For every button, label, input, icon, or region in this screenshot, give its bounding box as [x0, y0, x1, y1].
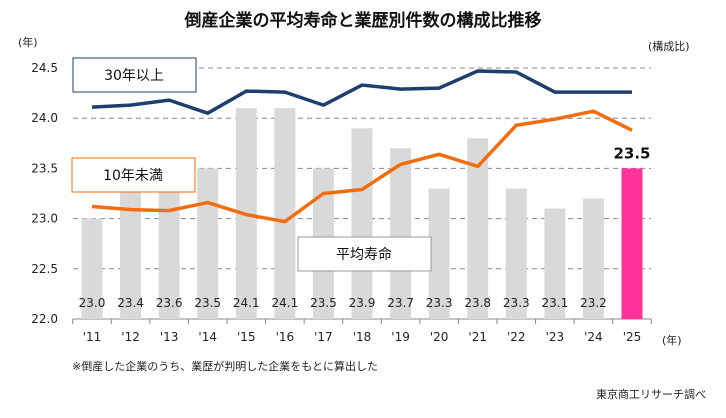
x-tick-label: '15 — [237, 330, 256, 344]
x-tick-label: '19 — [391, 330, 410, 344]
bar — [274, 108, 296, 319]
legend-box-10yr — [71, 157, 196, 193]
y-tick-label: 23.5 — [31, 161, 58, 175]
y-tick-label: 22.5 — [31, 262, 58, 276]
source: 東京商工リサーチ調べ — [596, 387, 706, 401]
chart-title: 倒産企業の平均寿命と業歴別件数の構成比推移 — [184, 10, 542, 31]
x-tick-label: '18 — [353, 330, 372, 344]
bar-value-label: 23.3 — [503, 296, 530, 310]
bar-value-label: 23.9 — [349, 296, 376, 310]
bar — [505, 188, 527, 319]
legend-box-30yr — [72, 57, 197, 93]
legend-label-30yr: 30年以上 — [104, 68, 164, 84]
footnote: ※倒産した企業のうち、業歴が判明した企業をもとに算出した — [72, 359, 378, 373]
line-10yr — [91, 109, 633, 224]
x-tick-label: '13 — [160, 330, 179, 344]
y-axis-unit: (年) — [18, 35, 38, 49]
bar-value-label: 23.2 — [580, 296, 607, 310]
bar-value-label: 23.5 — [194, 296, 221, 310]
y2-axis-unit: (構成比) — [648, 40, 690, 53]
bar — [544, 208, 566, 319]
bar — [621, 168, 643, 319]
bar — [467, 138, 489, 319]
y-tick-label: 23.0 — [31, 212, 58, 226]
x-tick-label: '17 — [314, 330, 333, 344]
bar — [582, 198, 604, 319]
bar-value-label: 23.7 — [387, 296, 414, 310]
x-tick-label: '25 — [623, 330, 642, 344]
x-tick-label: '23 — [546, 330, 565, 344]
x-tick-label: '20 — [430, 330, 449, 344]
bar — [428, 188, 450, 319]
x-tick-label: '14 — [198, 330, 217, 344]
legend-label-avg: 平均寿命 — [336, 246, 392, 263]
legend-box-avg — [297, 236, 432, 272]
bar — [390, 148, 412, 319]
y-tick-label: 24.0 — [31, 111, 58, 125]
bar-value-label: 23.0 — [79, 296, 106, 310]
legend-label-10yr: 10年未満 — [103, 168, 163, 184]
bar-value-label: 23.6 — [156, 296, 183, 310]
bar-value-label: 24.1 — [233, 296, 260, 310]
bar — [81, 218, 103, 319]
bar — [197, 168, 219, 319]
bar — [158, 158, 180, 319]
x-tick-label: '24 — [584, 330, 603, 344]
x-tick-label: '21 — [468, 330, 487, 344]
bar-value-label: 23.4 — [117, 296, 144, 310]
x-tick-label: '12 — [121, 330, 140, 344]
x-tick-label: '11 — [83, 330, 102, 344]
bar — [120, 178, 142, 319]
x-axis-unit: (年) — [662, 333, 682, 347]
bar — [351, 128, 373, 319]
x-tick-label: '22 — [507, 330, 526, 344]
bar-value-label: 23.5 — [310, 296, 337, 310]
bar-value-label: 23.5 — [613, 144, 650, 162]
bar-value-label: 23.1 — [541, 296, 568, 310]
line-30yr — [91, 69, 632, 115]
bar-value-label: 24.1 — [271, 296, 298, 310]
bar-value-label: 23.3 — [426, 296, 453, 310]
bar-value-label: 23.8 — [464, 296, 491, 310]
y-tick-label: 24.5 — [31, 61, 58, 75]
y-tick-label: 22.0 — [31, 312, 58, 326]
x-tick-label: '16 — [276, 330, 295, 344]
